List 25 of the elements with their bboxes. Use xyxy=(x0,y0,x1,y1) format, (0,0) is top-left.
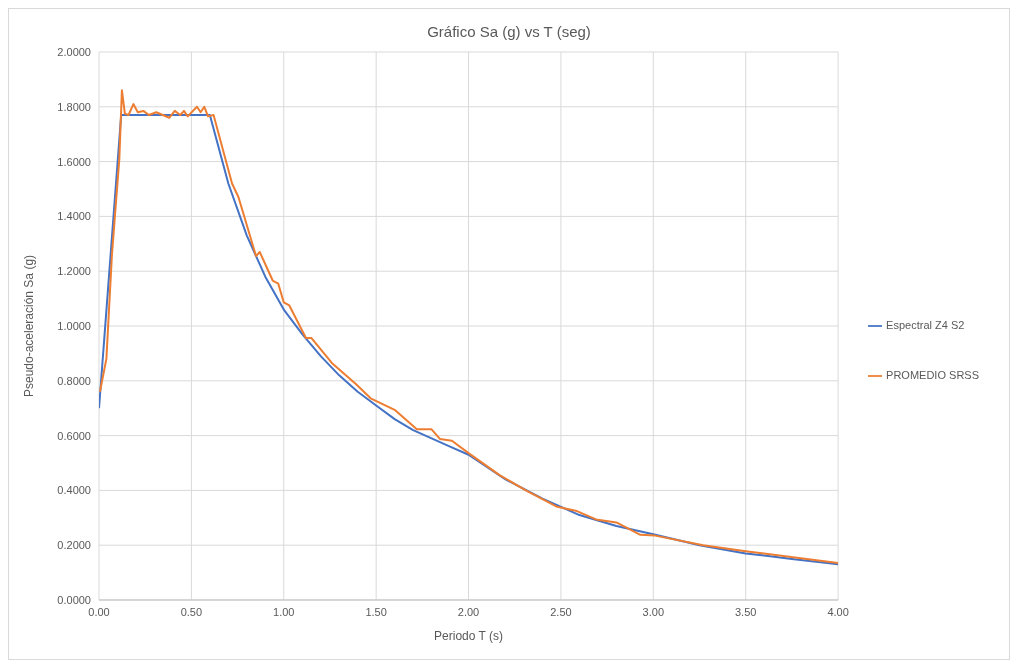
x-tick-label: 1.00 xyxy=(273,605,295,618)
y-tick-label: 0.8000 xyxy=(57,374,91,387)
y-tick-label: 0.2000 xyxy=(57,539,91,552)
x-tick-label: 2.50 xyxy=(550,605,572,618)
y-tick-label: 1.4000 xyxy=(57,210,91,223)
y-tick-label: 0.4000 xyxy=(57,484,91,497)
x-tick-label: 0.50 xyxy=(180,605,203,618)
y-tick-label: 1.8000 xyxy=(57,100,91,113)
y-tick-label: 0.6000 xyxy=(57,429,91,442)
y-axis-title: Pseudo-aceleración Sa (g) xyxy=(22,254,37,398)
x-tick-label: 1.50 xyxy=(365,605,387,618)
x-tick-label: 3.50 xyxy=(735,605,757,618)
x-tick-label: 2.00 xyxy=(457,605,480,618)
x-tick-label: 3.00 xyxy=(642,605,665,618)
legend-label: Espectral Z4 S2 xyxy=(886,319,965,331)
x-axis-title: Periodo T (s) xyxy=(434,629,504,643)
y-tick-label: 1.0000 xyxy=(57,319,91,332)
chart-title: Gráfico Sa (g) vs T (seg) xyxy=(426,23,592,40)
y-tick-label: 2.0000 xyxy=(57,45,91,58)
x-tick-label: 0.00 xyxy=(88,605,110,618)
y-tick-label: 1.6000 xyxy=(57,155,91,168)
legend-label: PROMEDIO SRSS xyxy=(886,369,979,381)
x-tick-label: 4.00 xyxy=(827,605,849,618)
y-tick-label: 0.0000 xyxy=(57,593,91,606)
y-tick-label: 1.2000 xyxy=(57,265,91,278)
